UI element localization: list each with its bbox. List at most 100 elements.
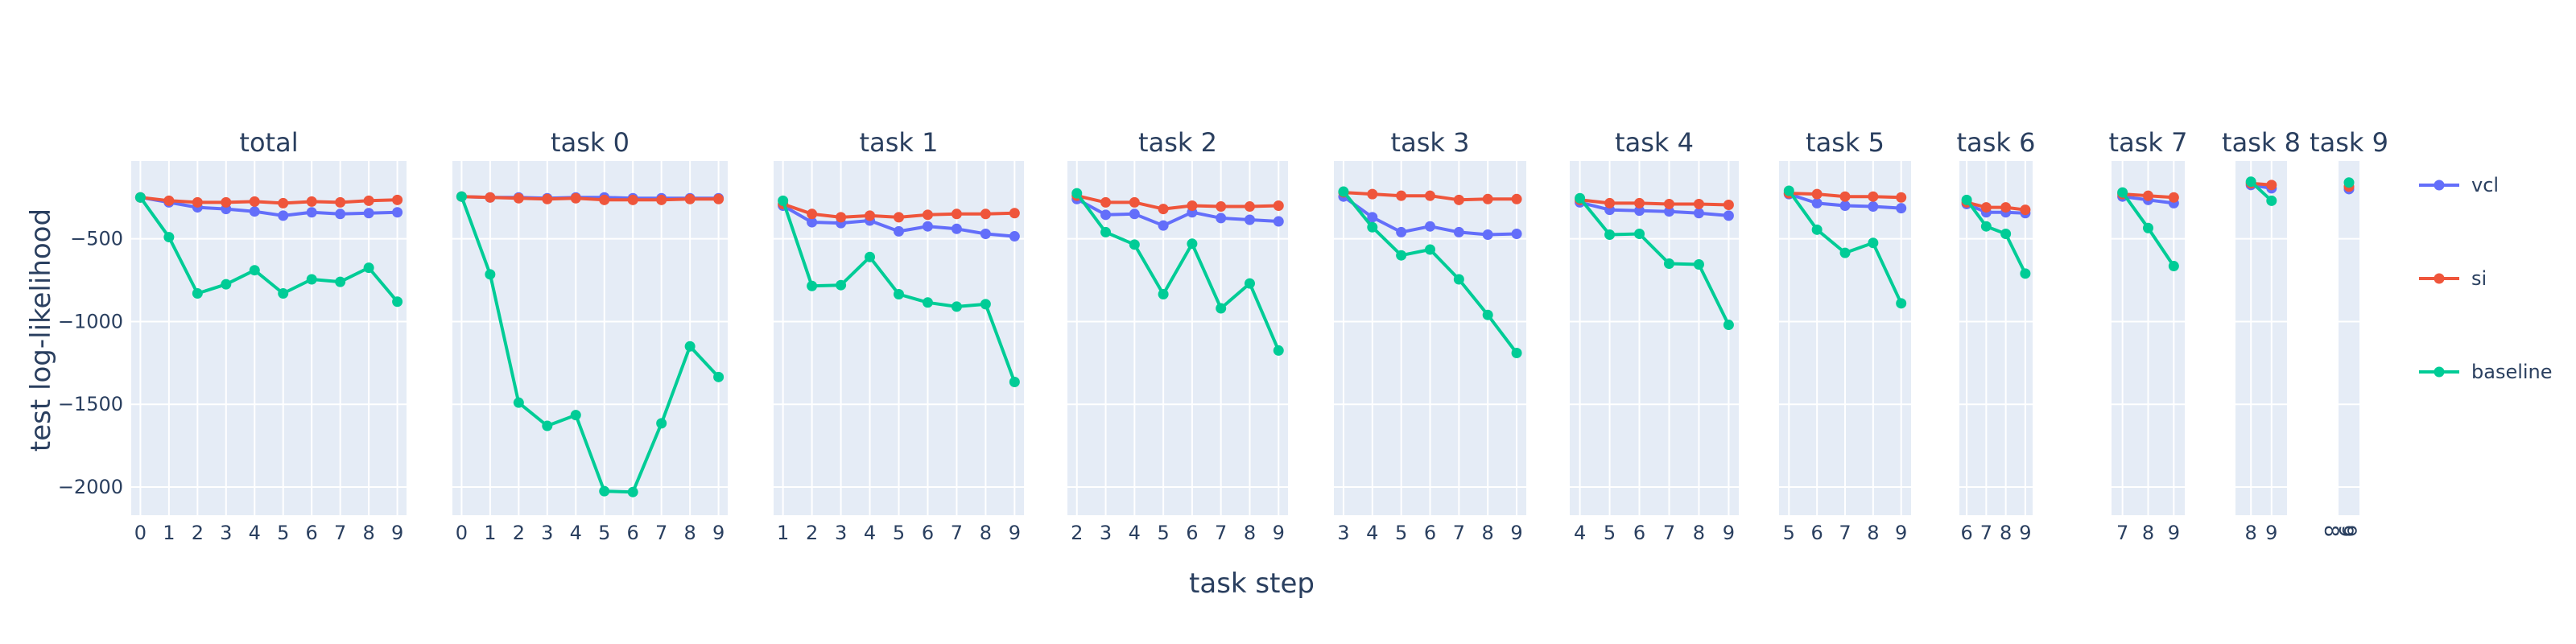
data-point-baseline[interactable] <box>1129 239 1140 250</box>
data-point-vcl[interactable] <box>1896 203 1907 214</box>
data-point-baseline[interactable] <box>1961 194 1972 205</box>
data-point-baseline[interactable] <box>2245 176 2256 188</box>
data-point-baseline[interactable] <box>2020 268 2031 279</box>
data-point-si[interactable] <box>163 195 175 206</box>
data-point-baseline[interactable] <box>1273 345 1284 356</box>
data-point-baseline[interactable] <box>684 341 696 352</box>
legend-item-si[interactable]: si <box>2419 267 2487 290</box>
data-point-baseline[interactable] <box>656 418 667 429</box>
data-point-si[interactable] <box>1634 197 1645 208</box>
data-point-si[interactable] <box>249 196 260 207</box>
data-point-baseline[interactable] <box>1896 298 1907 309</box>
data-point-baseline[interactable] <box>278 287 289 299</box>
data-point-baseline[interactable] <box>951 301 962 312</box>
data-point-si[interactable] <box>1663 198 1674 209</box>
data-point-vcl[interactable] <box>1868 201 1879 213</box>
data-point-vcl[interactable] <box>278 210 289 221</box>
data-point-baseline[interactable] <box>1634 228 1645 239</box>
data-point-baseline[interactable] <box>542 420 553 431</box>
data-point-baseline[interactable] <box>2117 187 2128 198</box>
data-point-si[interactable] <box>1244 201 1255 213</box>
data-point-vcl[interactable] <box>807 217 818 228</box>
data-point-vcl[interactable] <box>1425 221 1435 232</box>
data-point-si[interactable] <box>1482 193 1493 204</box>
data-point-baseline[interactable] <box>627 486 638 497</box>
data-point-si[interactable] <box>894 212 904 223</box>
data-point-baseline[interactable] <box>1783 185 1794 196</box>
data-point-vcl[interactable] <box>1511 228 1522 239</box>
data-point-baseline[interactable] <box>778 195 789 206</box>
data-point-vcl[interactable] <box>1723 210 1734 221</box>
data-point-si[interactable] <box>1009 208 1020 219</box>
data-point-baseline[interactable] <box>1338 186 1349 197</box>
data-point-baseline[interactable] <box>392 296 403 308</box>
data-point-si[interactable] <box>2000 202 2012 213</box>
data-point-si[interactable] <box>865 210 876 221</box>
data-point-si[interactable] <box>221 196 232 208</box>
data-point-si[interactable] <box>192 196 203 208</box>
data-point-baseline[interactable] <box>1980 221 1992 232</box>
data-point-si[interactable] <box>1723 199 1734 210</box>
data-point-vcl[interactable] <box>894 225 904 237</box>
data-point-baseline[interactable] <box>1071 188 1083 199</box>
data-point-baseline[interactable] <box>980 299 991 310</box>
data-point-si[interactable] <box>2168 192 2179 203</box>
data-point-baseline[interactable] <box>306 274 317 285</box>
data-point-vcl[interactable] <box>1453 226 1464 237</box>
data-point-baseline[interactable] <box>249 265 260 276</box>
data-point-baseline[interactable] <box>513 397 524 408</box>
data-point-vcl[interactable] <box>1367 212 1378 223</box>
data-point-si[interactable] <box>922 209 933 221</box>
data-point-vcl[interactable] <box>1129 208 1140 220</box>
data-point-baseline[interactable] <box>865 251 876 262</box>
data-point-si[interactable] <box>1604 197 1616 208</box>
data-point-vcl[interactable] <box>1009 231 1020 242</box>
data-point-si[interactable] <box>684 193 696 204</box>
data-point-baseline[interactable] <box>1244 278 1255 289</box>
data-point-baseline[interactable] <box>713 371 724 382</box>
data-point-si[interactable] <box>335 196 346 208</box>
data-point-si[interactable] <box>485 192 496 203</box>
data-point-si[interactable] <box>599 194 610 205</box>
data-point-baseline[interactable] <box>1511 348 1522 359</box>
data-point-baseline[interactable] <box>894 289 904 300</box>
data-point-vcl[interactable] <box>363 208 374 219</box>
data-point-si[interactable] <box>1868 191 1879 202</box>
data-point-baseline[interactable] <box>1575 192 1586 204</box>
data-point-baseline[interactable] <box>1367 221 1378 233</box>
data-point-si[interactable] <box>306 196 317 207</box>
data-point-vcl[interactable] <box>1158 220 1169 231</box>
data-point-baseline[interactable] <box>2143 222 2153 233</box>
data-point-si[interactable] <box>2143 190 2153 201</box>
data-point-baseline[interactable] <box>192 287 203 299</box>
data-point-vcl[interactable] <box>1100 209 1112 221</box>
data-point-baseline[interactable] <box>2168 261 2179 272</box>
data-point-baseline[interactable] <box>836 279 847 291</box>
data-point-baseline[interactable] <box>1453 274 1464 285</box>
data-point-baseline[interactable] <box>1009 376 1020 387</box>
data-point-baseline[interactable] <box>2266 195 2277 206</box>
data-point-vcl[interactable] <box>922 221 933 232</box>
data-point-vcl[interactable] <box>1396 226 1407 237</box>
legend[interactable]: vcl si baseline <box>2419 174 2553 383</box>
data-point-si[interactable] <box>2020 204 2031 216</box>
data-point-baseline[interactable] <box>599 485 610 497</box>
data-point-baseline[interactable] <box>2000 228 2012 239</box>
data-point-si[interactable] <box>713 193 724 204</box>
data-point-baseline[interactable] <box>1482 309 1493 320</box>
data-point-baseline[interactable] <box>134 192 146 203</box>
data-point-si[interactable] <box>980 208 991 220</box>
data-point-vcl[interactable] <box>306 207 317 218</box>
data-point-si[interactable] <box>363 195 374 206</box>
data-point-si[interactable] <box>1367 188 1378 200</box>
data-point-si[interactable] <box>392 194 403 205</box>
data-point-si[interactable] <box>513 192 524 204</box>
legend-item-vcl[interactable]: vcl <box>2419 174 2499 196</box>
data-point-si[interactable] <box>1216 201 1227 213</box>
data-point-si[interactable] <box>2266 180 2277 191</box>
data-point-baseline[interactable] <box>922 297 933 308</box>
data-point-si[interactable] <box>1511 193 1522 204</box>
data-point-baseline[interactable] <box>1425 244 1435 255</box>
data-point-si[interactable] <box>1453 194 1464 205</box>
data-point-baseline[interactable] <box>335 276 346 287</box>
